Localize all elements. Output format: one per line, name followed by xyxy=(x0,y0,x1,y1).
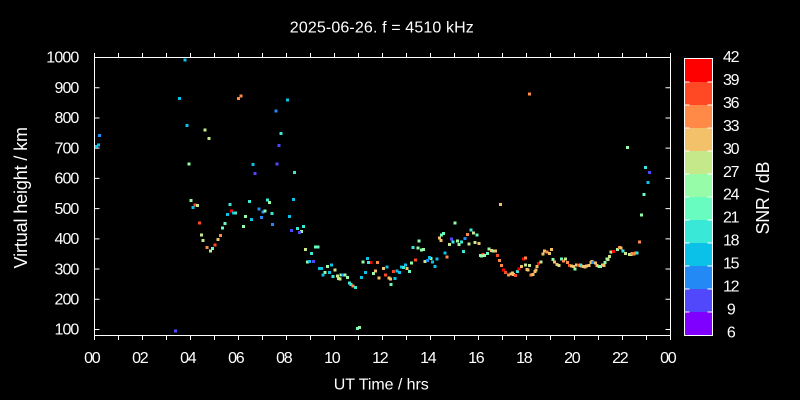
svg-text:06: 06 xyxy=(228,350,245,367)
svg-text:700: 700 xyxy=(55,140,80,157)
svg-text:00: 00 xyxy=(84,350,101,367)
svg-text:04: 04 xyxy=(180,350,197,367)
svg-text:900: 900 xyxy=(55,80,80,97)
svg-text:Virtual height / km: Virtual height / km xyxy=(11,127,31,269)
svg-text:22: 22 xyxy=(612,350,629,367)
svg-text:500: 500 xyxy=(55,201,80,218)
svg-text:6: 6 xyxy=(727,324,736,341)
svg-text:15: 15 xyxy=(723,256,740,273)
svg-text:100: 100 xyxy=(55,322,80,339)
svg-text:SNR / dB: SNR / dB xyxy=(753,162,773,235)
svg-text:14: 14 xyxy=(420,350,437,367)
svg-text:600: 600 xyxy=(55,171,80,188)
svg-text:400: 400 xyxy=(55,231,80,248)
svg-text:27: 27 xyxy=(723,164,740,181)
svg-text:9: 9 xyxy=(727,301,736,318)
svg-text:18: 18 xyxy=(723,233,740,250)
svg-text:24: 24 xyxy=(723,187,740,204)
svg-text:16: 16 xyxy=(468,350,485,367)
svg-text:33: 33 xyxy=(723,118,740,135)
svg-text:800: 800 xyxy=(55,110,80,127)
svg-text:08: 08 xyxy=(276,350,293,367)
svg-text:300: 300 xyxy=(55,261,80,278)
svg-text:42: 42 xyxy=(723,49,740,66)
svg-text:2025-06-26. f = 4510 kHz: 2025-06-26. f = 4510 kHz xyxy=(290,20,474,37)
svg-text:20: 20 xyxy=(564,350,581,367)
svg-text:18: 18 xyxy=(516,350,533,367)
svg-text:30: 30 xyxy=(723,141,740,158)
svg-text:10: 10 xyxy=(324,350,341,367)
svg-text:21: 21 xyxy=(723,210,740,227)
svg-text:UT Time / hrs: UT Time / hrs xyxy=(334,377,429,394)
svg-text:1000: 1000 xyxy=(46,50,79,67)
svg-text:36: 36 xyxy=(723,95,740,112)
svg-text:02: 02 xyxy=(132,350,149,367)
svg-text:39: 39 xyxy=(723,72,740,89)
svg-text:200: 200 xyxy=(55,291,80,308)
svg-text:12: 12 xyxy=(723,279,740,296)
svg-text:12: 12 xyxy=(372,350,389,367)
svg-text:00: 00 xyxy=(660,350,677,367)
